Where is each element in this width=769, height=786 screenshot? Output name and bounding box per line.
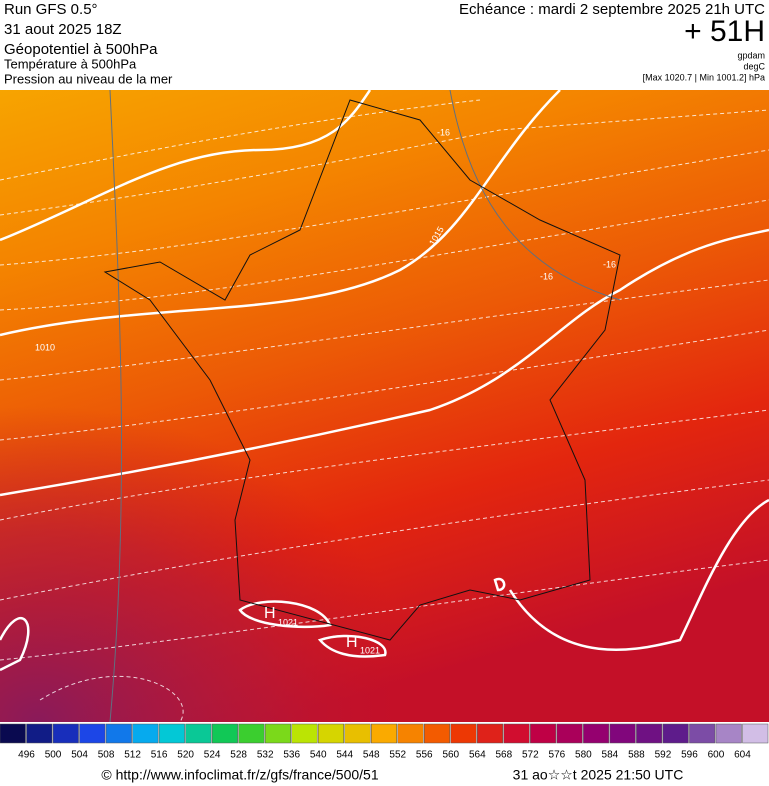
geopotential-contours bbox=[0, 90, 769, 672]
scale-swatch bbox=[556, 723, 583, 744]
scale-label: 548 bbox=[363, 750, 380, 761]
header: Run GFS 0.5° 31 aout 2025 18Z Géopotenti… bbox=[4, 1, 766, 86]
scale-label: 556 bbox=[416, 750, 433, 761]
scale-swatch bbox=[397, 723, 424, 744]
france-outline bbox=[103, 99, 621, 641]
scale-label: 560 bbox=[442, 750, 459, 761]
scale-swatch bbox=[424, 723, 451, 744]
temperature-contours bbox=[0, 99, 769, 722]
scale-label: 532 bbox=[257, 750, 274, 761]
scale-label: 544 bbox=[336, 750, 353, 761]
scale-label: 564 bbox=[469, 750, 486, 761]
scale-swatch bbox=[132, 723, 159, 744]
scale-swatch bbox=[450, 723, 477, 744]
unit: degC bbox=[743, 61, 765, 71]
scale-swatch bbox=[715, 723, 742, 744]
scale-label: 524 bbox=[204, 750, 221, 761]
scale-swatch bbox=[158, 723, 185, 744]
scale-swatch bbox=[317, 723, 344, 744]
scale-label: 516 bbox=[151, 750, 168, 761]
field: Pression au niveau de la mer bbox=[4, 71, 173, 86]
scale-swatch bbox=[503, 723, 530, 744]
scale-label: 568 bbox=[495, 750, 512, 761]
scale-swatch bbox=[662, 723, 689, 744]
contour-label: -16 bbox=[540, 271, 553, 281]
scale-label: 520 bbox=[177, 750, 194, 761]
footer-url: © http://www.infoclimat.fr/z/gfs/france/… bbox=[101, 767, 378, 783]
high-value: 1021 bbox=[278, 617, 298, 627]
scale-label: 504 bbox=[71, 750, 88, 761]
scale-swatch bbox=[185, 723, 212, 744]
run-date: 31 aout 2025 18Z bbox=[4, 21, 122, 38]
scale-label: 508 bbox=[98, 750, 115, 761]
scale-swatch bbox=[211, 723, 238, 744]
valid-time: Echéance : mardi 2 septembre 2025 21h UT… bbox=[459, 1, 765, 18]
scale-swatch bbox=[79, 723, 106, 744]
scale-label: 528 bbox=[230, 750, 247, 761]
scale-label: 512 bbox=[124, 750, 141, 761]
scale-swatch bbox=[477, 723, 504, 744]
scale-swatch bbox=[105, 723, 132, 744]
scale-swatch bbox=[530, 723, 557, 744]
high-value: 1021 bbox=[360, 645, 380, 655]
scale-label: 576 bbox=[549, 750, 566, 761]
scale-label: 552 bbox=[389, 750, 406, 761]
high-mark: H bbox=[346, 634, 358, 651]
map-shade bbox=[0, 90, 769, 722]
scale-label: 540 bbox=[310, 750, 327, 761]
scale-label: 496 bbox=[18, 750, 35, 761]
unit: gpdam bbox=[737, 50, 765, 60]
scale-label: 584 bbox=[602, 750, 619, 761]
lead-time: + 51H bbox=[684, 15, 765, 48]
scale-label: 580 bbox=[575, 750, 592, 761]
scale-label: 604 bbox=[734, 750, 751, 761]
high-mark: H bbox=[264, 605, 276, 622]
scale-label: 588 bbox=[628, 750, 645, 761]
scale-swatch bbox=[636, 723, 663, 744]
scale-swatch bbox=[52, 723, 79, 744]
field: Température à 500hPa bbox=[4, 56, 137, 71]
contour-label: -16 bbox=[603, 259, 616, 269]
contour-label: 1010 bbox=[35, 342, 55, 352]
scale-swatch bbox=[238, 723, 265, 744]
scale-label: 600 bbox=[708, 750, 725, 761]
field: Géopotentiel à 500hPa bbox=[4, 41, 158, 58]
scale-swatch bbox=[689, 723, 716, 744]
contour-label: -16 bbox=[437, 127, 450, 137]
scale-swatch bbox=[370, 723, 398, 744]
scale-swatch bbox=[344, 723, 371, 744]
scale-label: 572 bbox=[522, 750, 539, 761]
scale-swatch bbox=[583, 723, 610, 744]
color-scale: 496 500 504 508 512 516 520 524 528 532 536 540 544 5… bbox=[0, 723, 769, 761]
scale-swatch bbox=[742, 723, 769, 744]
pressure-contours bbox=[109, 90, 621, 722]
scale-swatch bbox=[291, 723, 318, 744]
scale-label: 592 bbox=[655, 750, 672, 761]
scale-label: 500 bbox=[45, 750, 62, 761]
scale-swatch bbox=[26, 723, 53, 744]
map: -16 1015 -16 -16 1010 H 1021 H 1021 bbox=[0, 90, 769, 722]
scale-label: 596 bbox=[681, 750, 698, 761]
unit: [Max 1020.7 | Min 1001.2] hPa bbox=[643, 72, 765, 82]
scale-swatch bbox=[0, 723, 26, 744]
scale-swatch bbox=[609, 723, 636, 744]
scale-swatch bbox=[264, 723, 291, 744]
footer-timestamp: 31 ao☆☆t 2025 21:50 UTC bbox=[513, 767, 684, 783]
run: Run GFS 0.5° bbox=[4, 1, 98, 18]
scale-label: 536 bbox=[283, 750, 300, 761]
